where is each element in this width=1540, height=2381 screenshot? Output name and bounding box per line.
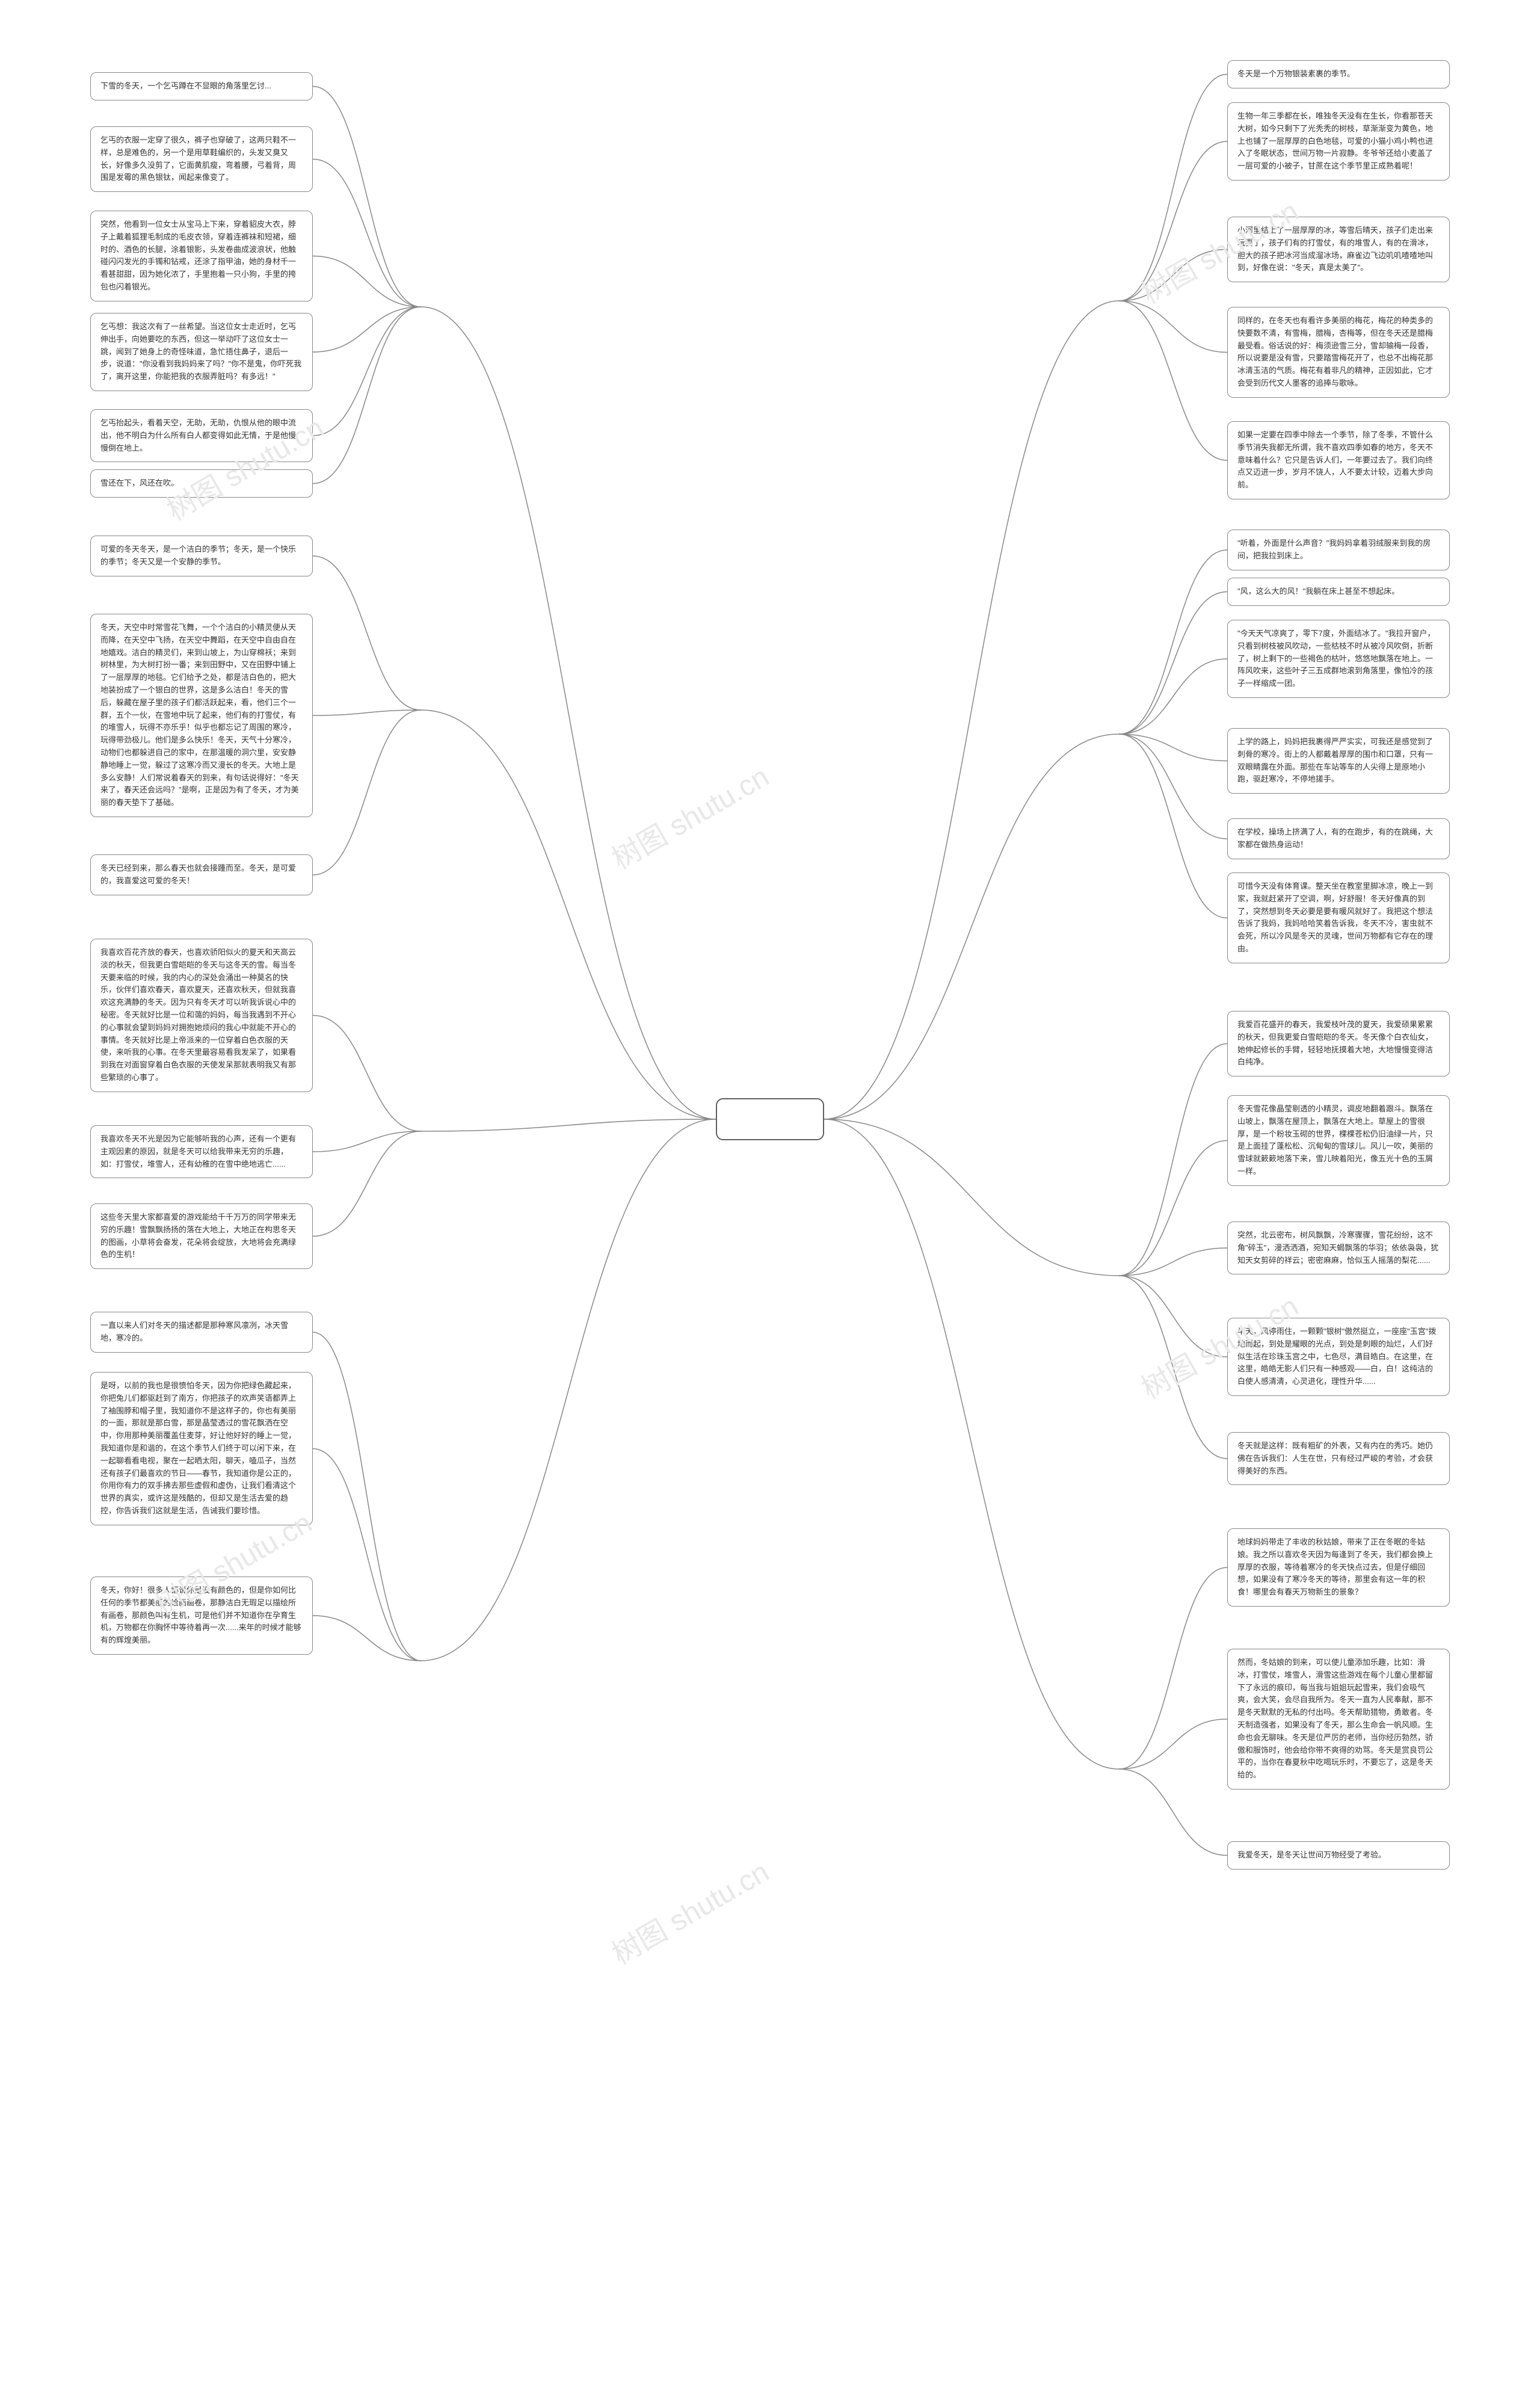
- right-node: 我爱百花盛开的春天，我爱枝叶茂的夏天，我爱硕果累累的秋天，但我更爱白雪皑皑的冬天…: [1227, 1011, 1450, 1076]
- node-text: 下雪的冬天，一个乞丐蹲在不显眼的角落里乞讨...: [100, 81, 271, 90]
- node-text: 上学的路上，妈妈把我裹得严严实实，可我还是感觉到了刺骨的寒冷。街上的人都戴着厚厚…: [1237, 737, 1433, 783]
- left-node: 乞丐的衣服一定穿了很久，裤子也穿破了，这两只鞋不一样，总是难色的，另一个是用草鞋…: [90, 126, 313, 192]
- left-node: 这些冬天里大家都喜爱的游戏能给千千万万的同学带来无穷的乐趣！雪飘飘扬扬的落在大地…: [90, 1203, 313, 1269]
- left-node: 乞丐抬起头，看着天空，无助，无助，仇恨从他的眼中流出，他不明白为什么所有白人都变…: [90, 409, 313, 462]
- node-text: "风，这么大的风！"我躺在床上甚至不想起床。: [1237, 587, 1399, 596]
- node-text: 生物一年三季都在长，唯独冬天没有在生长，你看那苍天大树，如今只剩下了光秃秃的树枝…: [1237, 111, 1433, 170]
- node-text: 冬天，你好！很多人都说你是没有颜色的，但是你如何比任何的季节都美丽的绘画画卷，那…: [100, 1586, 301, 1644]
- node-text: 可爱的冬天冬天，是一个洁白的季节；冬天，是一个快乐的季节；冬天又是一个安静的季节…: [100, 545, 296, 566]
- right-node: 小河里结上了一层厚厚的冰，等雪后晴天，孩子们走出来玩耍了，孩子们有的打雪仗，有的…: [1227, 217, 1450, 282]
- node-text: 我喜欢百花齐放的春天，也喜欢骄阳似火的夏天和天高云淡的秋天，但我更白雪皑皑的冬天…: [100, 948, 296, 1082]
- watermark: 树图 shutu.cn: [603, 753, 775, 877]
- left-node: 可爱的冬天冬天，是一个洁白的季节；冬天，是一个快乐的季节；冬天又是一个安静的季节…: [90, 536, 313, 576]
- node-text: 一直以来人们对冬天的描述都是那种寒风凛冽，冰天雪地，寒冷的。: [100, 1321, 288, 1342]
- right-node: 冬天就是这样：既有粗矿的外表，又有内在的秀巧。她仍佛在告诉我们：人生在世，只有经…: [1227, 1432, 1450, 1485]
- node-text: 我爱百花盛开的春天，我爱枝叶茂的夏天，我爱硕果累累的秋天，但我更爱白雪皑皑的冬天…: [1237, 1020, 1433, 1066]
- node-text: 同样的，在冬天也有看许多美丽的梅花，梅花的种类多的快要数不清，有雪梅，腊梅，杏梅…: [1237, 316, 1433, 388]
- left-node: 冬天，你好！很多人都说你是没有颜色的，但是你如何比任何的季节都美丽的绘画画卷，那…: [90, 1577, 313, 1655]
- left-node: 我喜欢冬天不光是因为它能够听我的心声，还有一个更有主观因素的原因，就是冬天可以给…: [90, 1125, 313, 1178]
- right-node: 在学校，操场上挤满了人，有的在跑步，有的在跳绳，大家都在做热身运动！: [1227, 818, 1450, 859]
- right-node: "今天天气凉爽了，零下7度，外面结冰了。"我拉开窗户，只看到树枝被风吹动，一些枯…: [1227, 620, 1450, 698]
- node-text: 乞丐想：我这次有了一丝希望。当这位女士走近时，乞丐伸出手，向她要吃的东西，但这一…: [100, 322, 301, 381]
- right-node: 突然，北云密布，树风飘飘，冷寒骤骤，雪花纷纷，这不角"碎玉"，漫洒洒酒，宛知天蝎…: [1227, 1221, 1450, 1274]
- node-text: 冬天就是这样：既有粗矿的外表，又有内在的秀巧。她仍佛在告诉我们：人生在世，只有经…: [1237, 1441, 1433, 1475]
- left-node: 下雪的冬天，一个乞丐蹲在不显眼的角落里乞讨...: [90, 72, 313, 100]
- node-text: 小河里结上了一层厚厚的冰，等雪后晴天，孩子们走出来玩耍了，孩子们有的打雪仗，有的…: [1237, 226, 1433, 272]
- right-node: 冬天雪花像晶莹剔透的小精灵，调皮地翻着跟斗。飘落在山坡上，飘落在屋顶上，飘落在大…: [1227, 1095, 1450, 1186]
- right-node: 地球妈妈带走了丰收的秋姑娘，带来了正在冬眠的冬姑娘。我之所以喜欢冬天因为每逢到了…: [1227, 1528, 1450, 1607]
- node-text: 如果一定要在四季中除去一个季节，除了冬季，不管什么季节消失我都无所谓，我不喜欢四…: [1237, 430, 1433, 489]
- right-node: 上学的路上，妈妈把我裹得严严实实，可我还是感觉到了刺骨的寒冷。街上的人都戴着厚厚…: [1227, 728, 1450, 794]
- node-text: 冬天是一个万物银装素裹的季节。: [1237, 69, 1355, 78]
- node-text: 这些冬天里大家都喜爱的游戏能给千千万万的同学带来无穷的乐趣！雪飘飘扬扬的落在大地…: [100, 1212, 296, 1259]
- node-text: 我喜欢冬天不光是因为它能够听我的心声，还有一个更有主观因素的原因，就是冬天可以给…: [100, 1134, 296, 1169]
- node-text: "今天天气凉爽了，零下7度，外面结冰了。"我拉开窗户，只看到树枝被风吹动，一些枯…: [1237, 629, 1435, 688]
- left-node: 是呀，以前的我也是很愤怕冬天，因为你把绿色藏起来，你把兔儿们都驱赶到了南方，你把…: [90, 1372, 313, 1525]
- node-text: 冬天已经到来，那么春天也就会接踵而至。冬天，是可爱的，我喜爱这可爱的冬天！: [100, 863, 296, 885]
- node-text: 半天，风停雨住，一颗颗"银树"傲然挺立，一座座"玉宫"拨地而起，到处是耀眼的光点…: [1237, 1327, 1436, 1386]
- node-text: 乞丐抬起头，看着天空，无助，无助，仇恨从他的眼中流出，他不明白为什么所有白人都变…: [100, 418, 296, 452]
- center-node: [716, 1098, 824, 1140]
- right-node: 生物一年三季都在长，唯独冬天没有在生长，你看那苍天大树，如今只剩下了光秃秃的树枝…: [1227, 102, 1450, 181]
- right-node: 可惜今天没有体育课。整天坐在教室里脚冰凉，晚上一到家，我就赶紧开了空调，啊，好舒…: [1227, 872, 1450, 963]
- node-text: 雪还在下，风还在吹。: [100, 478, 179, 487]
- node-text: 乞丐的衣服一定穿了很久，裤子也穿破了，这两只鞋不一样，总是难色的，另一个是用草鞋…: [100, 135, 296, 182]
- watermark: 树图 shutu.cn: [603, 1848, 775, 1972]
- right-node: "风，这么大的风！"我躺在床上甚至不想起床。: [1227, 578, 1450, 606]
- left-node: 冬天已经到来，那么春天也就会接踵而至。冬天，是可爱的，我喜爱这可爱的冬天！: [90, 854, 313, 895]
- right-node: 半天，风停雨住，一颗颗"银树"傲然挺立，一座座"玉宫"拨地而起，到处是耀眼的光点…: [1227, 1318, 1450, 1396]
- left-node: 乞丐想：我这次有了一丝希望。当这位女士走近时，乞丐伸出手，向她要吃的东西，但这一…: [90, 313, 313, 391]
- node-text: 可惜今天没有体育课。整天坐在教室里脚冰凉，晚上一到家，我就赶紧开了空调，啊，好舒…: [1237, 882, 1433, 953]
- right-node: 我爱冬天，是冬天让世间万物经受了考验。: [1227, 1841, 1450, 1870]
- node-text: 然而，冬姑娘的到来，可以使儿童添加乐趣，比如：滑冰，打雪仗，堆雪人，滑雪这些游戏…: [1237, 1658, 1433, 1779]
- node-text: 在学校，操场上挤满了人，有的在跑步，有的在跳绳，大家都在做热身运动！: [1237, 827, 1433, 849]
- left-node: 我喜欢百花齐放的春天，也喜欢骄阳似火的夏天和天高云淡的秋天，但我更白雪皑皑的冬天…: [90, 939, 313, 1092]
- node-text: 突然，他看到一位女士从宝马上下来，穿着貂皮大衣，脖子上戴着狐狸毛制成的毛皮衣领，…: [100, 220, 296, 291]
- left-node: 突然，他看到一位女士从宝马上下来，穿着貂皮大衣，脖子上戴着狐狸毛制成的毛皮衣领，…: [90, 211, 313, 301]
- left-node: 一直以来人们对冬天的描述都是那种寒风凛冽，冰天雪地，寒冷的。: [90, 1312, 313, 1353]
- right-node: 如果一定要在四季中除去一个季节，除了冬季，不管什么季节消失我都无所谓，我不喜欢四…: [1227, 421, 1450, 499]
- node-text: 冬天雪花像晶莹剔透的小精灵，调皮地翻着跟斗。飘落在山坡上，飘落在屋顶上，飘落在大…: [1237, 1104, 1433, 1176]
- right-node: 冬天是一个万物银装素裹的季节。: [1227, 60, 1450, 88]
- node-text: 我爱冬天，是冬天让世间万物经受了考验。: [1237, 1850, 1386, 1859]
- node-text: 地球妈妈带走了丰收的秋姑娘，带来了正在冬眠的冬姑娘。我之所以喜欢冬天因为每逢到了…: [1237, 1537, 1433, 1596]
- node-text: 是呀，以前的我也是很愤怕冬天，因为你把绿色藏起来，你把兔儿们都驱赶到了南方，你把…: [100, 1381, 296, 1515]
- node-text: "听着，外面是什么声音？"我妈妈拿着羽绒服来到我的房间，把我拉到床上。: [1237, 539, 1431, 560]
- right-node: 同样的，在冬天也有看许多美丽的梅花，梅花的种类多的快要数不清，有雪梅，腊梅，杏梅…: [1227, 307, 1450, 398]
- left-node: 雪还在下，风还在吹。: [90, 469, 313, 498]
- node-text: 冬天，天空中时常雪花飞舞，一个个洁白的小精灵便从天而降，在天空中飞扬，在天空中舞…: [100, 623, 299, 807]
- right-node: "听着，外面是什么声音？"我妈妈拿着羽绒服来到我的房间，把我拉到床上。: [1227, 530, 1450, 570]
- left-node: 冬天，天空中时常雪花飞舞，一个个洁白的小精灵便从天而降，在天空中飞扬，在天空中舞…: [90, 614, 313, 817]
- right-node: 然而，冬姑娘的到来，可以使儿童添加乐趣，比如：滑冰，打雪仗，堆雪人，滑雪这些游戏…: [1227, 1649, 1450, 1790]
- node-text: 突然，北云密布，树风飘飘，冷寒骤骤，雪花纷纷，这不角"碎玉"，漫洒洒酒，宛知天蝎…: [1237, 1231, 1438, 1265]
